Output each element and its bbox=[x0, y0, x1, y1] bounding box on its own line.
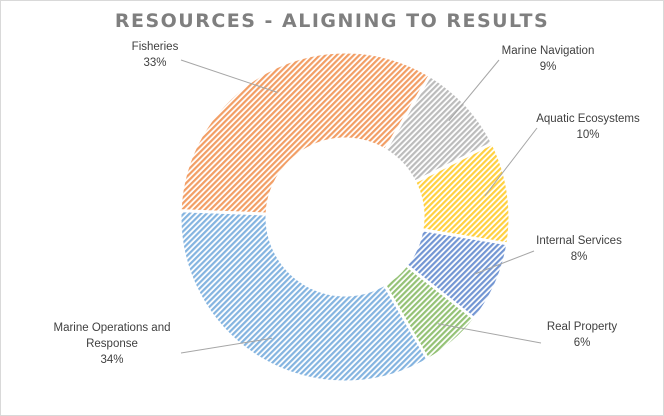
slice-label-internal-services: Internal Services 8% bbox=[536, 235, 622, 263]
slices bbox=[178, 50, 512, 384]
slice-label-marine-operations-and-response: Marine Operations and Response 34% bbox=[54, 322, 171, 366]
slice-label-aquatic-ecosystems: Aquatic Ecosystems 10% bbox=[536, 113, 640, 141]
leader-line-real-property bbox=[437, 323, 542, 344]
leader-line-marine-navigation bbox=[448, 59, 500, 122]
slice-label-marine-navigation: Marine Navigation 9% bbox=[502, 45, 595, 73]
leader-line-marine-operations-and-response bbox=[180, 337, 273, 354]
leader-line-fisheries bbox=[180, 59, 278, 94]
leader-line-aquatic-ecosystems bbox=[484, 127, 538, 197]
slice-label-real-property: Real Property 6% bbox=[547, 321, 618, 349]
slice-marine-operations-and-response bbox=[178, 209, 431, 384]
slice-labels: Marine Navigation 9% Aquatic Ecosystems 10%… bbox=[54, 41, 641, 366]
leader-lines bbox=[180, 59, 542, 354]
chart-title: RESOURCES - ALIGNING TO RESULTS bbox=[114, 10, 550, 32]
leader-line-internal-services bbox=[474, 250, 535, 275]
slice-fisheries bbox=[178, 50, 433, 216]
slice-label-fisheries: Fisheries 33% bbox=[132, 41, 179, 69]
